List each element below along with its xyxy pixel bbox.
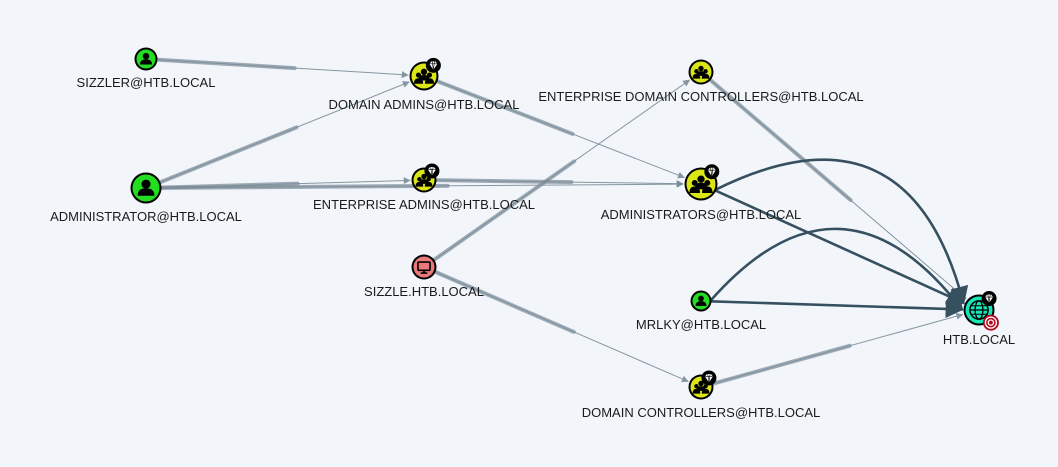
user-icon: [140, 53, 152, 65]
edge-administrators-htb[interactable]: [714, 158, 969, 305]
high-value-gem-icon: [981, 291, 997, 307]
node-label: ENTERPRISE ADMINS@HTB.LOCAL: [313, 197, 535, 212]
node-label: MRLKY@HTB.LOCAL: [636, 317, 766, 332]
group-icon: [692, 380, 710, 394]
edge-enterprise_admins-administrators[interactable]: [432, 178, 684, 188]
edge-mrlky-htb[interactable]: [709, 227, 964, 311]
high-value-gem-icon: [701, 370, 717, 386]
node-label: ADMINISTRATORS@HTB.LOCAL: [601, 207, 802, 222]
edge-mrlky-htb[interactable]: [709, 299, 964, 319]
edge-administrators-htb[interactable]: [714, 189, 966, 305]
high-value-gem-icon: [704, 164, 720, 180]
node-label: ADMINISTRATOR@HTB.LOCAL: [50, 209, 242, 224]
nodes-layer: SIZZLER@HTB.LOCAL ADMINISTRATOR@HTB.LOCAL…: [50, 47, 1015, 420]
computer-icon: [417, 261, 431, 274]
node-label: SIZZLE.HTB.LOCAL: [364, 284, 484, 299]
edges-layer: [153, 57, 969, 387]
high-value-gem-icon: [425, 57, 441, 73]
edge-sizzle-dc[interactable]: [432, 269, 689, 383]
node-administrator[interactable]: ADMINISTRATOR@HTB.LOCAL: [50, 172, 242, 225]
node-mrlky[interactable]: MRLKY@HTB.LOCAL: [636, 290, 766, 333]
node-label: SIZZLER@HTB.LOCAL: [77, 75, 216, 90]
node-edc[interactable]: ENTERPRISE DOMAIN CONTROLLERS@HTB.LOCAL: [538, 59, 864, 105]
node-label: HTB.LOCAL: [943, 332, 1015, 347]
high-value-gem-icon: [424, 163, 440, 179]
node-label: ENTERPRISE DOMAIN CONTROLLERS@HTB.LOCAL: [538, 89, 863, 104]
node-label: DOMAIN ADMINS@HTB.LOCAL: [329, 97, 520, 112]
node-administrators[interactable]: ADMINISTRATORS@HTB.LOCAL: [601, 164, 802, 222]
node-domain_admins[interactable]: DOMAIN ADMINS@HTB.LOCAL: [329, 57, 520, 112]
group-icon: [692, 65, 710, 79]
user-icon: [137, 179, 155, 196]
target-icon: [982, 314, 999, 331]
group-icon: [413, 68, 435, 84]
node-htb[interactable]: HTB.LOCAL: [943, 291, 1015, 347]
node-label: DOMAIN CONTROLLERS@HTB.LOCAL: [582, 405, 821, 420]
group-icon: [689, 175, 713, 193]
edge-dc-htb[interactable]: [709, 312, 964, 387]
node-enterprise_admins[interactable]: ENTERPRISE ADMINS@HTB.LOCAL: [313, 163, 535, 212]
edge-sizzler-domain_admins[interactable]: [153, 57, 409, 79]
computer-node-fill: [413, 256, 435, 278]
node-sizzle[interactable]: SIZZLE.HTB.LOCAL: [364, 254, 484, 300]
node-sizzler[interactable]: SIZZLER@HTB.LOCAL: [77, 47, 216, 91]
edge-edc-htb[interactable]: [707, 77, 967, 300]
user-icon: [695, 295, 707, 306]
edge-sizzle-edc[interactable]: [430, 79, 691, 263]
node-dc[interactable]: DOMAIN CONTROLLERS@HTB.LOCAL: [582, 370, 821, 420]
edge-administrator-domain_admins[interactable]: [156, 81, 410, 185]
edge-domain_admins-administrators[interactable]: [434, 78, 685, 179]
domain-globe-icon: [969, 300, 989, 320]
group-icon: [415, 173, 433, 187]
